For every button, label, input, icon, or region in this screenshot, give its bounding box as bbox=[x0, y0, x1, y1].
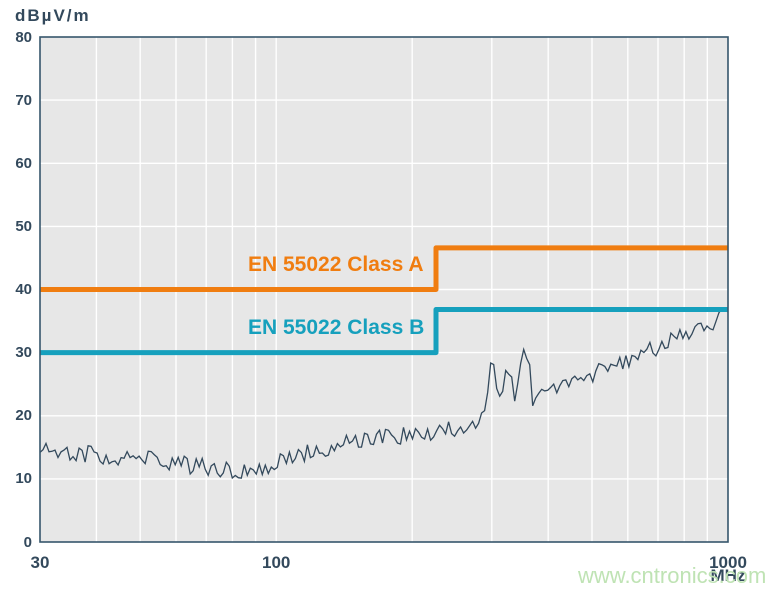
svg-text:dBµV/m: dBµV/m bbox=[15, 6, 91, 25]
svg-text:www.cntronics.com: www.cntronics.com bbox=[577, 563, 766, 588]
svg-text:30: 30 bbox=[15, 344, 32, 361]
svg-text:70: 70 bbox=[15, 92, 32, 109]
svg-text:EN 55022 Class A: EN 55022 Class A bbox=[248, 253, 424, 276]
svg-text:100: 100 bbox=[262, 553, 290, 572]
svg-text:0: 0 bbox=[24, 534, 32, 551]
svg-text:20: 20 bbox=[15, 407, 32, 424]
svg-text:80: 80 bbox=[15, 29, 32, 46]
svg-text:40: 40 bbox=[15, 281, 32, 298]
svg-text:EN 55022 Class B: EN 55022 Class B bbox=[248, 316, 424, 339]
svg-text:60: 60 bbox=[15, 155, 32, 172]
svg-text:50: 50 bbox=[15, 218, 32, 235]
svg-text:30: 30 bbox=[31, 553, 50, 572]
svg-text:10: 10 bbox=[15, 470, 32, 487]
